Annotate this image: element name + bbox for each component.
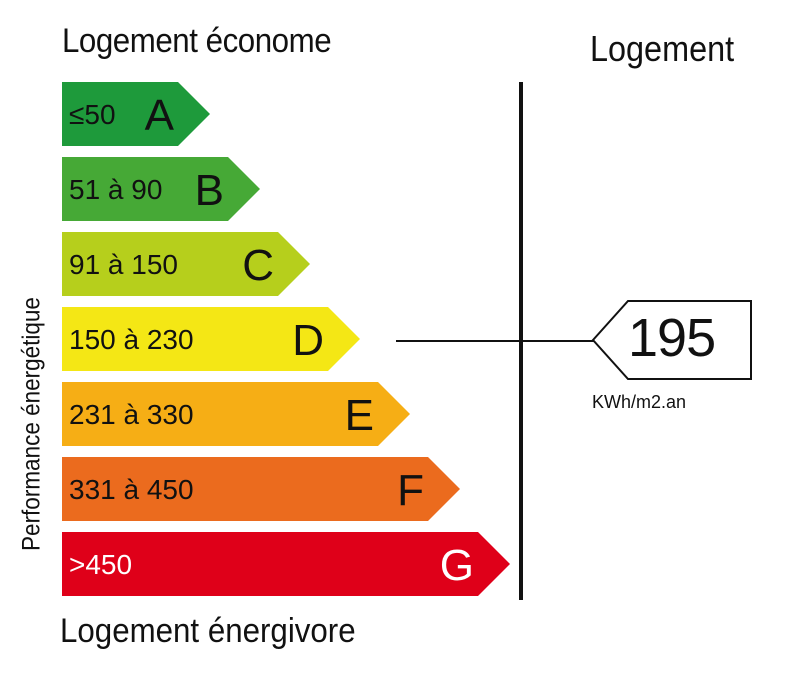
label-logement-econome: Logement économe	[62, 22, 332, 60]
energy-class-range: 231 à 330	[69, 399, 194, 430]
energy-value: 195	[628, 308, 716, 368]
energy-class-b: 51 à 90 B	[62, 157, 260, 221]
energy-class-range: 331 à 450	[69, 474, 194, 505]
energy-class-arrow	[62, 232, 310, 296]
energy-class-e: 231 à 330 E	[62, 382, 410, 446]
label-logement-title: Logement	[590, 28, 735, 69]
energy-class-arrow	[62, 382, 410, 446]
energy-class-range: ≤50	[69, 99, 116, 130]
energy-class-letter: F	[397, 466, 424, 515]
energy-class-arrow	[62, 157, 260, 221]
energy-class-range: 51 à 90	[69, 174, 162, 205]
value-arrow-box	[591, 300, 752, 380]
energy-class-d: 150 à 230 D	[62, 307, 360, 371]
energy-class-g: >450 G	[62, 532, 510, 596]
energy-class-range: >450	[69, 549, 132, 580]
pointer-line	[396, 340, 596, 342]
energy-class-range: 150 à 230	[69, 324, 194, 355]
energy-class-arrow	[62, 532, 510, 596]
energy-class-letter: D	[292, 316, 324, 365]
energy-class-letter: B	[195, 166, 224, 215]
energy-class-letter: A	[145, 91, 175, 140]
energy-class-a: ≤50 A	[62, 82, 210, 146]
energy-class-letter: E	[345, 391, 374, 440]
energy-class-range: 91 à 150	[69, 249, 178, 280]
energy-class-c: 91 à 150 C	[62, 232, 310, 296]
label-logement-energivore: Logement énergivore	[60, 612, 356, 650]
energy-class-arrow	[62, 307, 360, 371]
energy-class-letter: G	[440, 541, 474, 590]
energy-class-letter: C	[242, 241, 274, 290]
energy-unit: KWh/m2.an	[592, 392, 687, 412]
energy-class-f: 331 à 450 F	[62, 457, 460, 521]
energy-class-arrow	[62, 457, 460, 521]
energy-class-arrow	[62, 82, 210, 146]
